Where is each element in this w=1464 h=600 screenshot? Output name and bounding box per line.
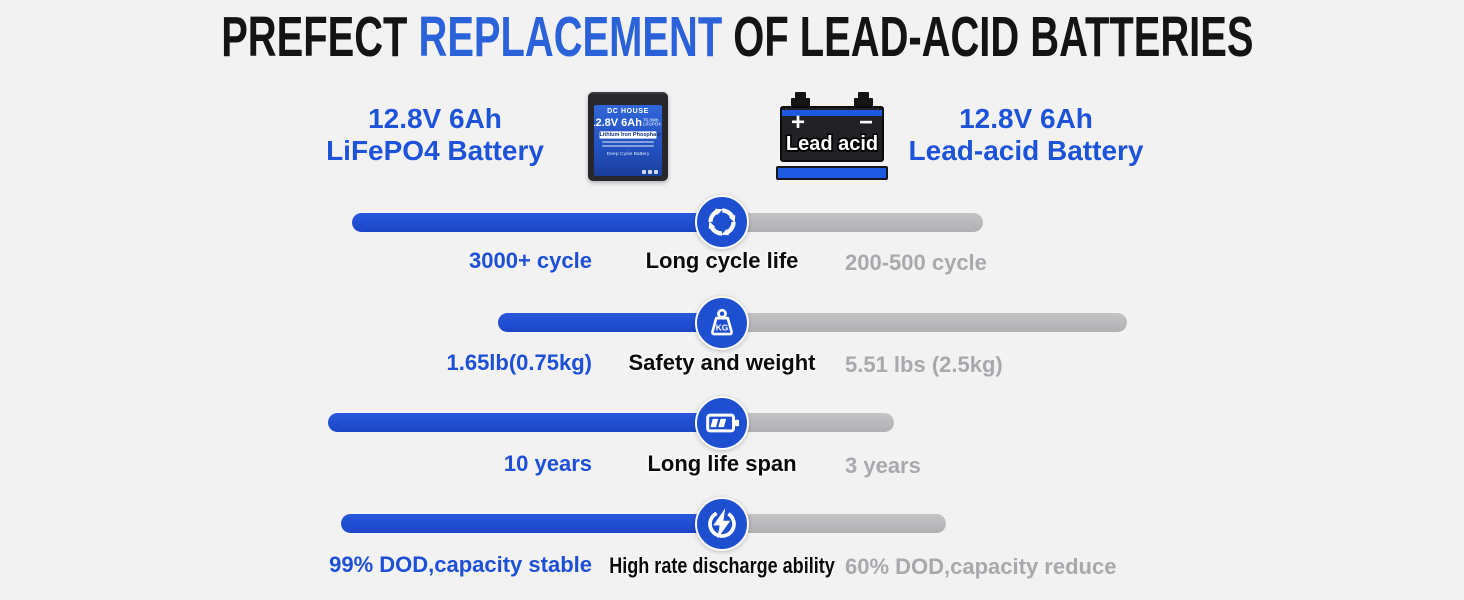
lifepo4-name: LiFePO4 Battery	[326, 135, 544, 166]
lead-acid-name: Lead-acid Battery	[908, 135, 1144, 166]
lead-acid-product-title: 12.8V 6Ah Lead-acid Battery	[866, 103, 1186, 167]
battery-level-icon-badge	[695, 396, 749, 450]
label-spec: 12.8V 6Ah	[594, 117, 642, 129]
battery-terminal-positive	[791, 92, 810, 108]
brand-logo: DC HOUSE	[607, 108, 649, 115]
minus-sign: −	[858, 109, 873, 136]
lead-acid-text: Lead acid	[785, 133, 879, 155]
svg-text:KG: KG	[716, 323, 729, 333]
label-fine-print	[602, 144, 654, 147]
label-chemistry-strip: Lithium Iron Phosphate	[599, 131, 662, 139]
lead-acid-value: 200-500 cycle	[845, 250, 987, 275]
lifepo4-value: 3000+ cycle	[469, 248, 592, 273]
plus-sign: +	[791, 109, 806, 136]
lifepo4-spec: 12.8V 6Ah	[368, 103, 502, 134]
lifepo4-bar	[352, 213, 722, 232]
lifepo4-bar	[341, 514, 722, 533]
lead-acid-bar	[722, 313, 1127, 332]
lifepo4-product-title: 12.8V 6Ah LiFePO4 Battery	[275, 103, 595, 167]
lead-acid-value: 5.51 lbs (2.5kg)	[845, 352, 1003, 377]
label-fine-print	[602, 141, 654, 143]
feature-label: Safety and weight	[628, 350, 816, 375]
lifepo4-bar	[328, 413, 722, 432]
lightning-bolt-icon-badge	[695, 497, 749, 551]
lead-acid-battery-image: + − Lead acid	[776, 92, 888, 180]
lifepo4-battery-label: DC HOUSE 12.8V 6Ah 76.8Wh LiFePO4 Lithium…	[594, 105, 662, 176]
lead-acid-value: 60% DOD,capacity reduce	[845, 554, 1117, 579]
title-highlight: REPLACEMENT	[418, 5, 723, 69]
cycle-arrows-icon-badge	[695, 195, 749, 249]
weight-kg-icon-badge: KG	[695, 296, 749, 350]
certification-marks	[642, 170, 658, 174]
battery-level-icon	[706, 413, 740, 433]
label-energy: 76.8Wh LiFePO4	[642, 118, 661, 127]
lifepo4-value: 99% DOD,capacity stable	[329, 552, 592, 577]
title-wrap: PREFECT REPLACEMENT OF LEAD-ACID BATTERI…	[0, 8, 1464, 66]
battery-base	[776, 166, 888, 180]
lead-acid-bar	[722, 413, 894, 432]
lightning-bolt-icon	[708, 508, 736, 539]
lifepo4-value: 10 years	[503, 451, 592, 476]
lead-acid-battery-body: + − Lead acid	[780, 106, 884, 162]
cycle-arrows-icon	[708, 208, 736, 236]
lifepo4-value: 1.65lb(0.75kg)	[446, 350, 592, 375]
lifepo4-battery-image: DC HOUSE 12.8V 6Ah 76.8Wh LiFePO4 Lithium…	[588, 92, 668, 181]
feature-label: High rate discharge ability	[609, 553, 835, 578]
lead-acid-bar	[722, 514, 946, 533]
title-text-pre: PREFECT	[221, 5, 419, 69]
battery-terminal-negative	[854, 92, 873, 108]
label-battery-type: Deep Cycle Battery	[606, 150, 650, 157]
lifepo4-bar	[498, 313, 722, 332]
feature-label: Long cycle life	[645, 248, 799, 273]
label-spec-row: 12.8V 6Ah 76.8Wh LiFePO4	[594, 117, 662, 129]
lead-acid-value: 3 years	[845, 453, 921, 478]
lead-acid-bar	[722, 213, 983, 232]
lead-acid-spec: 12.8V 6Ah	[959, 103, 1093, 134]
battery-top-stripe	[782, 110, 882, 116]
title-text-post: OF LEAD-ACID BATTERIES	[722, 5, 1254, 69]
page-title: PREFECT REPLACEMENT OF LEAD-ACID BATTERI…	[221, 8, 1253, 66]
feature-label: Long life span	[647, 451, 797, 476]
weight-kg-icon: KG	[711, 308, 733, 336]
